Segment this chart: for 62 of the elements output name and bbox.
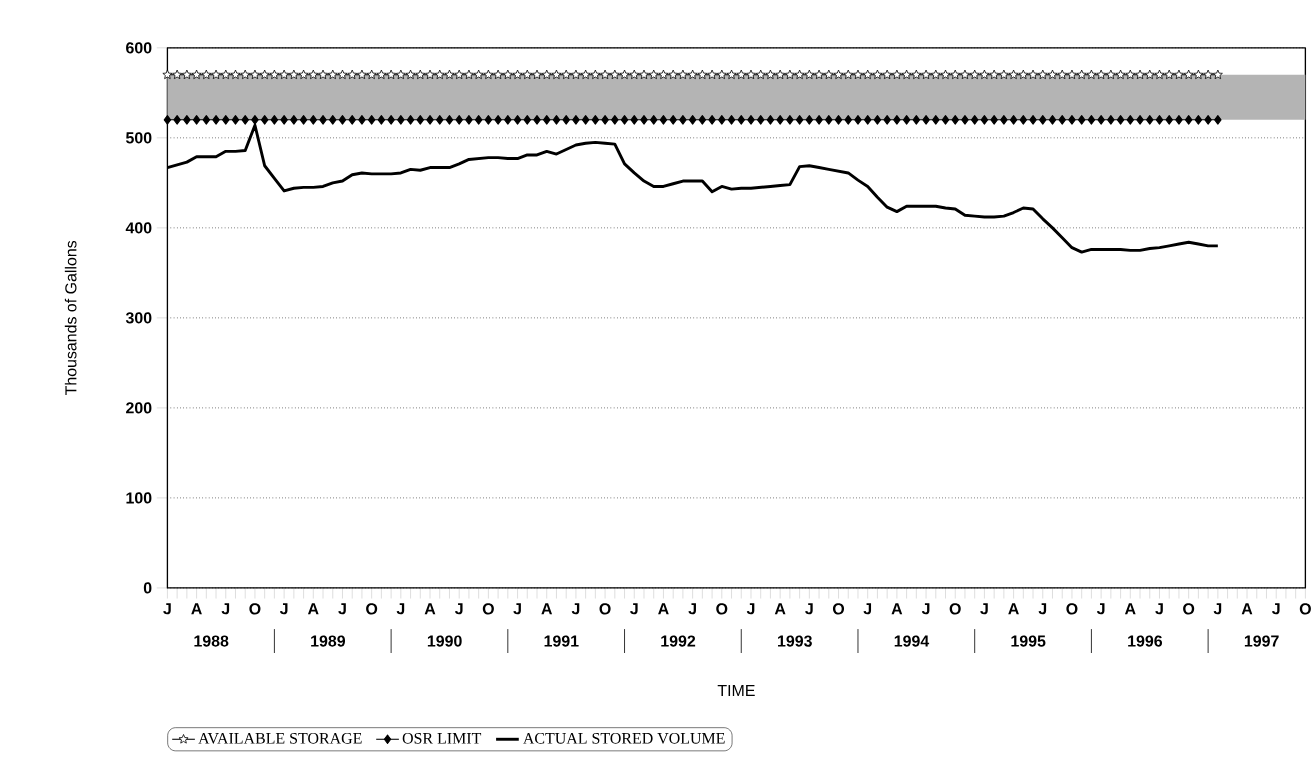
- x-tick-label: J: [921, 603, 930, 615]
- x-tick-label: J: [1038, 603, 1047, 615]
- x-tick-label: A: [541, 603, 553, 615]
- x-tick-label: O: [1299, 603, 1311, 615]
- x-tick-label: J: [279, 603, 288, 615]
- text: 1995: [1011, 635, 1046, 647]
- x-tick-label: J: [1096, 603, 1105, 615]
- x-tick-label: J: [688, 603, 696, 615]
- y-tick-label: 200: [126, 402, 152, 414]
- x-tick-label: J: [630, 603, 638, 615]
- x-tick-label: O: [716, 603, 728, 615]
- y-tick-label: 500: [125, 132, 152, 144]
- x-tick-label: A: [658, 603, 669, 615]
- y-tick-label: 300: [125, 312, 152, 324]
- x-tick-label: A: [1124, 603, 1136, 615]
- x-tick-label: A: [1008, 603, 1019, 615]
- x-tick-label: A: [1241, 603, 1253, 615]
- x-tick-label: J: [163, 603, 171, 615]
- x-tick-label: J: [863, 603, 872, 615]
- y-tick-label: 600: [126, 42, 152, 54]
- x-tick-label: A: [774, 603, 786, 615]
- x-tick-label: J: [1213, 603, 1222, 615]
- x-tick-label: O: [482, 603, 494, 615]
- x-tick-label: O: [832, 603, 845, 615]
- legend-label: AVAILABLE STORAGE: [198, 732, 362, 744]
- x-tick-label: J: [571, 603, 580, 615]
- x-tick-label: J: [338, 603, 346, 615]
- text: 1991: [544, 635, 579, 647]
- x-tick-label: O: [949, 603, 961, 615]
- x-axis-title: TIME: [717, 684, 755, 696]
- x-tick-label: J: [221, 603, 230, 615]
- text: 1994: [894, 635, 930, 647]
- x-tick-label: J: [455, 603, 463, 615]
- x-tick-label: A: [307, 603, 319, 615]
- y-tick-label: 400: [125, 222, 152, 234]
- x-tick-label: O: [599, 603, 611, 615]
- x-tick-label: O: [1066, 603, 1078, 615]
- y-tick-label: 100: [126, 492, 152, 504]
- legend-label: ACTUAL STORED VOLUME: [523, 732, 725, 744]
- text: 1990: [427, 635, 462, 647]
- text: 1996: [1128, 635, 1163, 647]
- x-tick-label: O: [366, 603, 378, 615]
- y-axis-title: Thousands of Gallons: [64, 240, 77, 395]
- x-tick-label: O: [249, 603, 261, 615]
- x-tick-label: J: [396, 603, 405, 615]
- text: 1988: [194, 635, 229, 647]
- text: 1997: [1244, 635, 1279, 647]
- x-tick-label: J: [805, 603, 813, 615]
- legend-label: OSR LIMIT: [402, 732, 482, 744]
- x-tick-label: J: [1272, 603, 1280, 615]
- x-tick-label: J: [513, 603, 521, 615]
- text: 1989: [311, 635, 346, 647]
- y-tick-label: 0: [143, 582, 152, 594]
- x-tick-label: J: [980, 603, 988, 615]
- x-tick-label: J: [1155, 603, 1163, 615]
- x-tick-label: A: [191, 603, 202, 615]
- x-tick-label: A: [891, 603, 903, 615]
- x-tick-label: J: [746, 603, 755, 615]
- text: 1993: [778, 635, 812, 647]
- x-tick-label: A: [424, 603, 436, 615]
- x-tick-label: O: [1183, 603, 1195, 615]
- text: 1992: [661, 635, 696, 647]
